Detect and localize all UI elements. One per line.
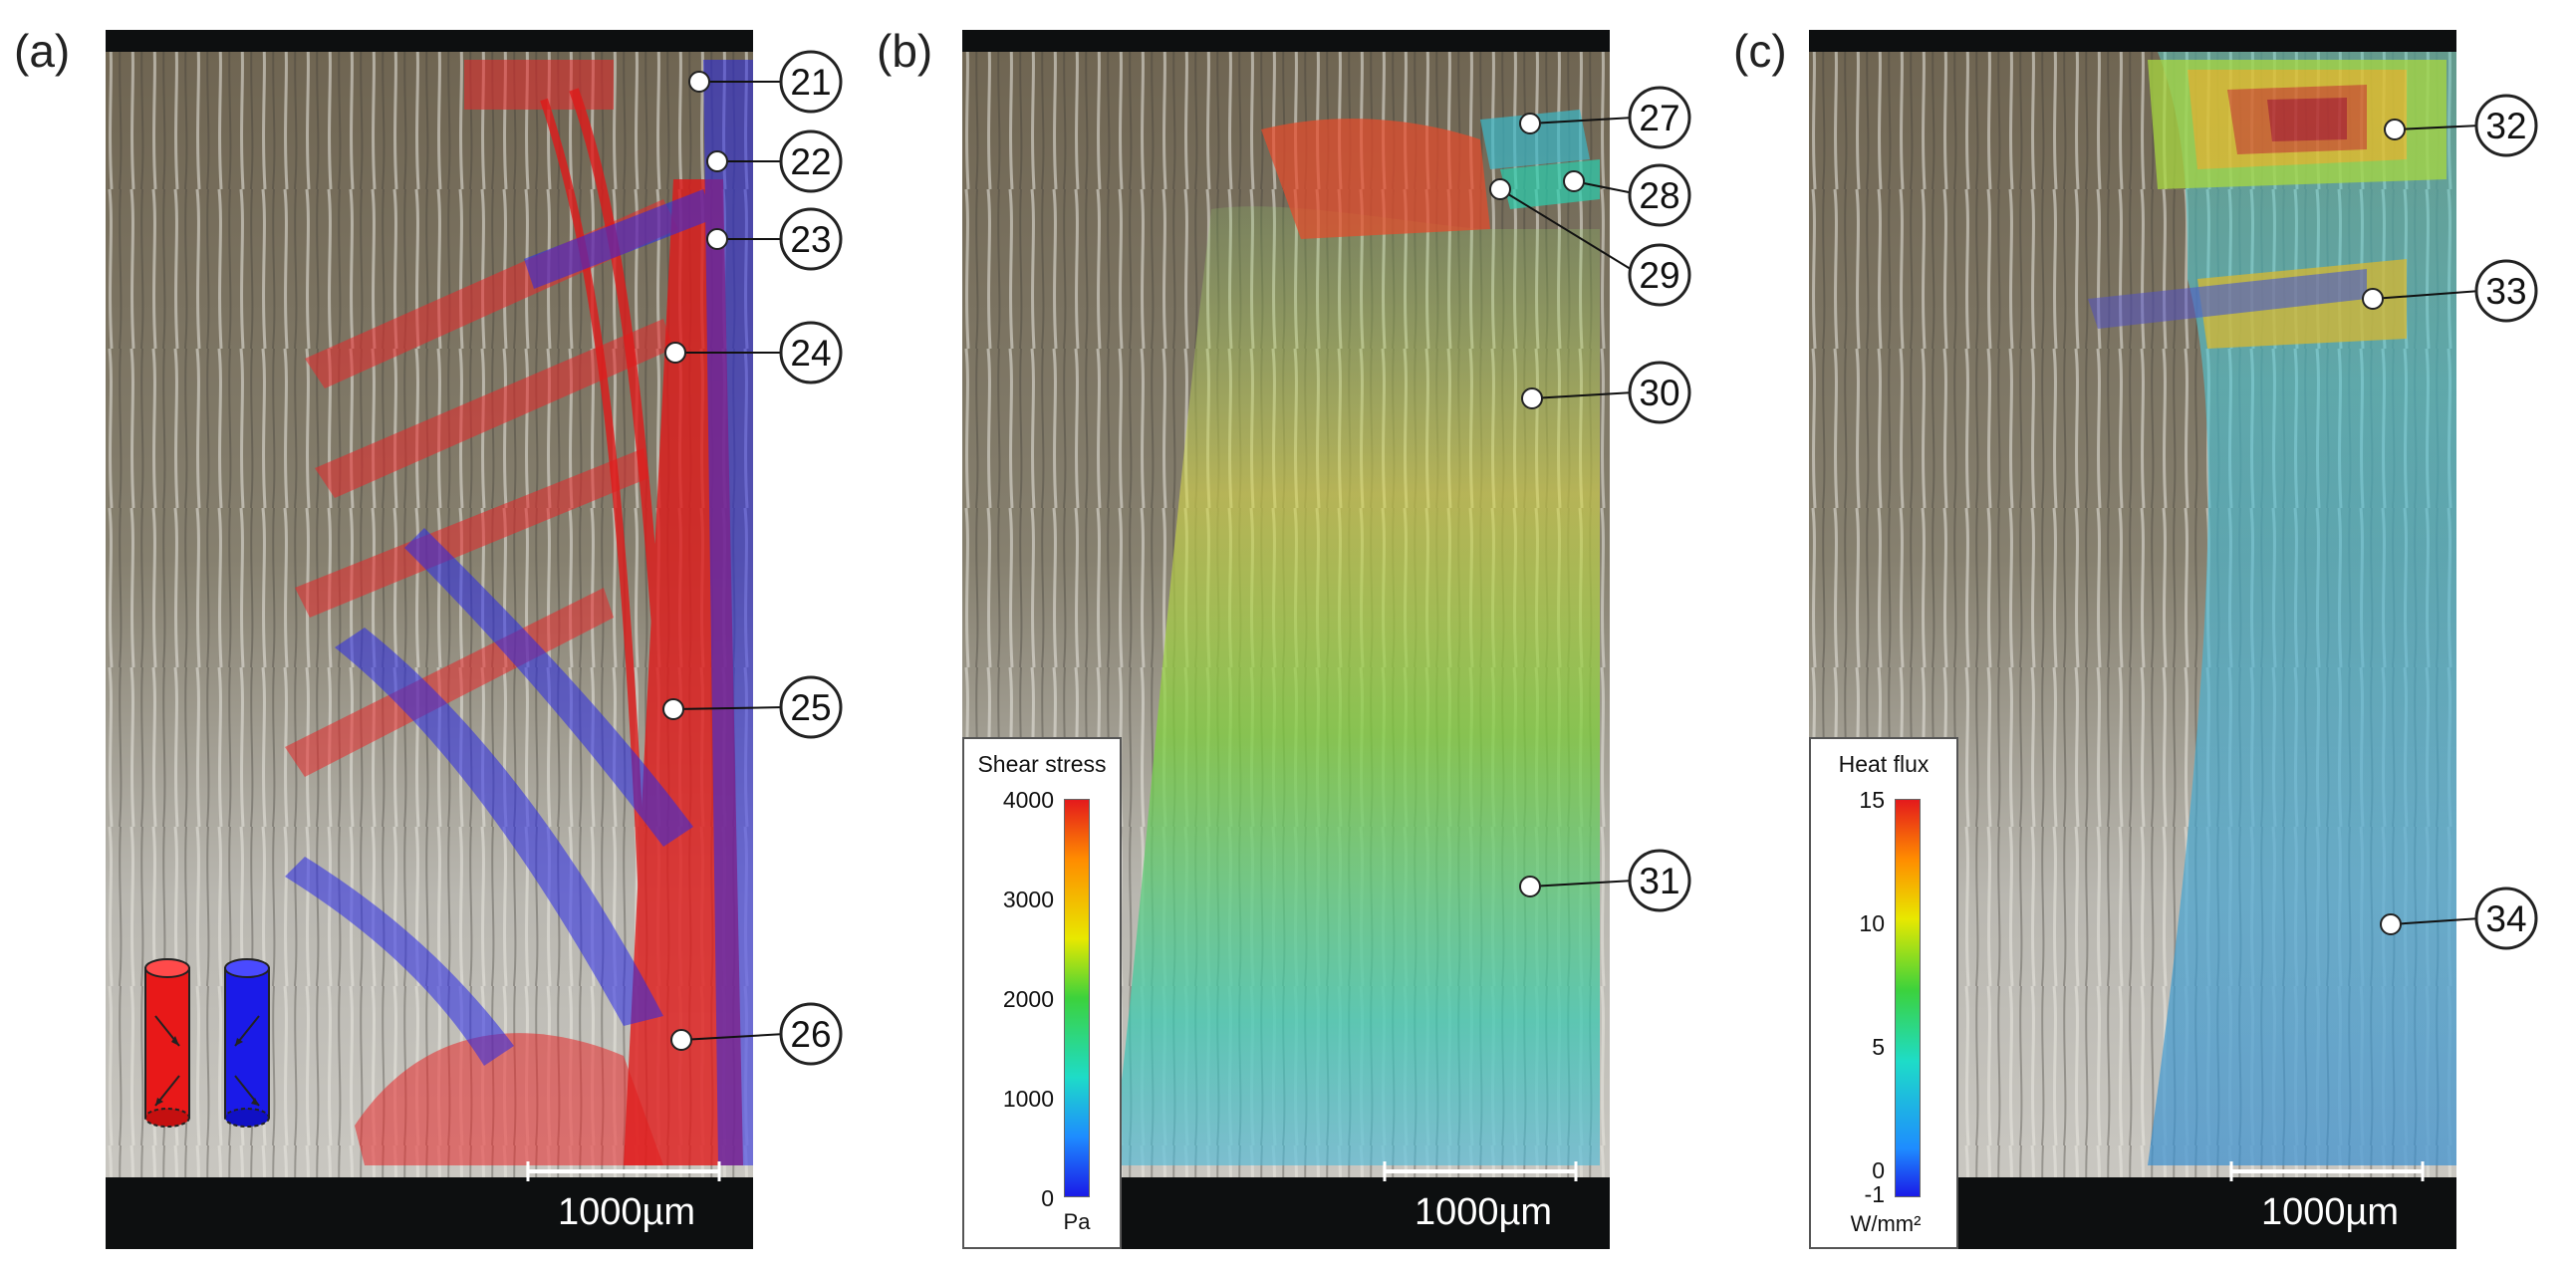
micrograph-panel-a: 1000µm [106, 30, 753, 1249]
legend-title-heat-flux: Heat flux [1838, 751, 1930, 777]
flow-direction-legend [144, 958, 270, 1128]
callout-number: 28 [1639, 175, 1679, 216]
legend-tick: 1000 [1002, 1086, 1054, 1112]
shear-stress-legend: Shear stress 4000 3000 2000 1000 0 Pa [962, 737, 1122, 1249]
panel-label-a: (a) [14, 25, 71, 77]
callout-number: 31 [1639, 861, 1679, 901]
legend-tick: 10 [1859, 910, 1885, 936]
scale-bar-label-b: 1000µm [1415, 1191, 1553, 1233]
callout-number: 22 [790, 141, 831, 182]
callout-number: 33 [2485, 271, 2526, 312]
panel-label-b: (b) [877, 25, 933, 77]
legend-tick: 0 [1041, 1185, 1054, 1211]
legend-tick: 15 [1859, 787, 1885, 813]
callout-number: 27 [1639, 98, 1679, 138]
callout-number: 34 [2485, 898, 2526, 939]
red-cylinder-icon [144, 967, 190, 1119]
callout-number: 24 [790, 333, 831, 374]
legend-tick: 0 [1872, 1157, 1885, 1183]
blue-flow-overlay [285, 60, 753, 1165]
callout-number: 29 [1639, 255, 1679, 296]
scale-bar-label-c: 1000µm [2261, 1191, 2400, 1233]
scale-bar-c [2229, 1161, 2425, 1181]
shear-stress-overlay [1112, 206, 1600, 1165]
shear-stress-colorbar [1064, 799, 1090, 1197]
scale-bar-a [526, 1161, 721, 1181]
legend-tick: 2000 [1002, 986, 1054, 1012]
heat-flux-colorbar [1895, 799, 1921, 1197]
legend-tick: -1 [1864, 1181, 1885, 1207]
callout-number: 23 [790, 219, 831, 260]
legend-unit-w-mm2: W/mm² [1850, 1211, 1922, 1236]
heat-flux-legend: Heat flux 15 10 5 0 -1 W/mm² [1809, 737, 1958, 1249]
blue-cylinder-icon [224, 967, 270, 1119]
callout-number: 32 [2485, 106, 2526, 146]
scale-bar-label-a: 1000µm [558, 1191, 696, 1233]
callout-number: 26 [790, 1014, 831, 1055]
legend-tick: 4000 [1002, 787, 1054, 813]
legend-tick: 5 [1872, 1034, 1885, 1060]
scale-bar-b [1383, 1161, 1578, 1181]
panel-label-c: (c) [1733, 25, 1787, 77]
legend-tick: 3000 [1002, 887, 1054, 912]
red-flow-overlay [285, 60, 678, 1165]
callout-number: 30 [1639, 373, 1679, 413]
micrograph-image-a [106, 30, 753, 1249]
heat-flux-hotspot [2088, 60, 2447, 349]
callout-number: 21 [790, 62, 831, 103]
callout-number: 25 [790, 687, 831, 728]
legend-unit-pa: Pa [1063, 1209, 1091, 1234]
legend-title-shear-stress: Shear stress [977, 751, 1107, 777]
